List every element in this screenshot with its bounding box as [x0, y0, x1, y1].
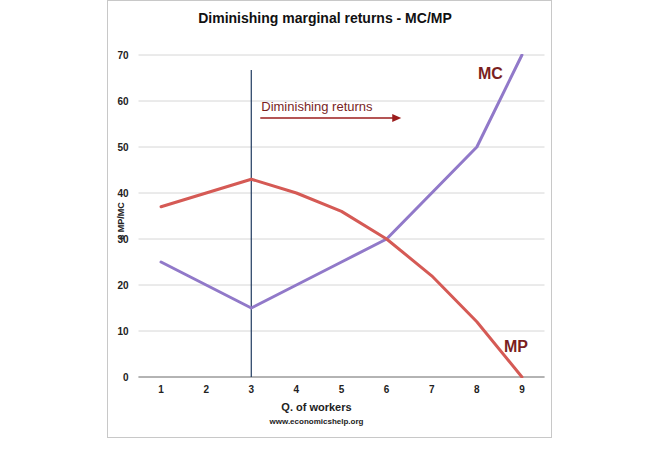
chart-frame	[108, 1, 552, 438]
grid-line	[139, 55, 545, 56]
x-tick-label: 7	[429, 384, 435, 395]
y-tick-label: 50	[117, 142, 129, 153]
series-label: MP	[504, 338, 528, 355]
x-tick-label: 2	[203, 384, 209, 395]
series-label: MC	[478, 65, 503, 82]
y-tick-label: 20	[117, 280, 129, 291]
x-tick-label: 1	[158, 384, 164, 395]
chart-svg: Diminishing marginal returns - MC/MP 0 10 2…	[0, 0, 652, 453]
series-line	[161, 179, 522, 377]
grid-line	[139, 193, 545, 194]
y-tick-label: 0	[123, 372, 129, 383]
x-tick-label: 4	[294, 384, 300, 395]
annotation-arrowhead	[392, 114, 401, 122]
series-group	[161, 55, 522, 377]
x-tick-label: 6	[384, 384, 390, 395]
x-axis-label: Q. of workers	[281, 401, 351, 413]
annotation-arrow	[260, 117, 395, 119]
source-note: www.economicshelp.org	[269, 417, 364, 426]
x-tick-label: 9	[519, 384, 525, 395]
x-tick-label: 3	[248, 384, 254, 395]
y-tick-label: 70	[117, 50, 129, 61]
x-axis-line	[139, 377, 545, 378]
grid-line	[139, 377, 545, 378]
y-tick-label: 60	[117, 96, 129, 107]
chart-title: Diminishing marginal returns - MC/MP	[198, 10, 452, 26]
annotation-line	[251, 70, 252, 377]
grid-line	[139, 147, 545, 148]
series-line	[161, 55, 522, 308]
annotation-text: Diminishing returns	[261, 99, 373, 114]
y-tick-label: 10	[117, 326, 129, 337]
grid-line	[139, 285, 545, 286]
x-tick-label: 8	[474, 384, 480, 395]
x-tick-label: 5	[339, 384, 345, 395]
chart-container: Diminishing marginal returns - MC/MP 0 10 2…	[0, 0, 652, 453]
y-tick-label: 40	[117, 188, 129, 199]
y-axis-label: £ MP/MC	[116, 202, 126, 240]
grid-line	[139, 239, 545, 240]
